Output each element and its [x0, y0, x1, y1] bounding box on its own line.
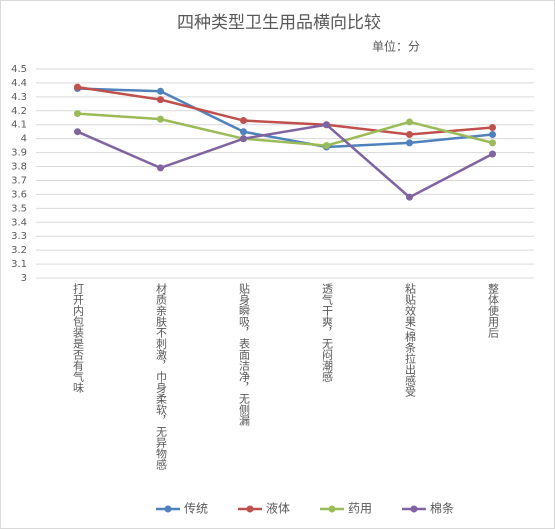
y-tick-label: 3.5	[11, 203, 27, 214]
x-tick-label: 打开内包装是否有气味	[71, 283, 85, 393]
y-tick-label: 3.3	[11, 231, 27, 242]
y-tick-label: 3.1	[11, 259, 27, 270]
y-tick-label: 4.3	[11, 92, 27, 103]
y-tick-label: 3.4	[11, 217, 27, 228]
data-point	[489, 124, 496, 132]
data-point	[323, 121, 330, 129]
data-point	[74, 83, 81, 91]
series-line	[77, 87, 493, 149]
data-point	[406, 193, 413, 201]
y-tick-label: 3	[21, 273, 27, 284]
legend-label: 棉条	[430, 502, 454, 516]
data-point	[157, 164, 164, 172]
x-tick-label: 粘贴效果/棉条拉出感受	[403, 283, 417, 397]
data-point	[157, 96, 164, 104]
y-tick-label: 3.9	[11, 148, 27, 159]
data-point	[406, 139, 413, 147]
y-tick-label: 3.2	[11, 245, 27, 256]
data-point	[74, 128, 81, 136]
chart-title: 四种类型卫生用品横向比较	[177, 13, 381, 33]
data-point	[323, 142, 330, 150]
legend-label: 传统	[184, 501, 208, 516]
legend-label: 液体	[266, 501, 290, 516]
data-point	[489, 130, 496, 138]
x-tick-label: 材质亲肤不刺激，巾身柔软，无异物感	[154, 283, 168, 470]
chart-subtitle: 单位：分	[372, 39, 420, 54]
data-point	[489, 150, 496, 158]
data-point	[489, 139, 496, 147]
data-point	[406, 130, 413, 138]
legend-swatch	[410, 505, 418, 513]
legend-swatch	[164, 505, 172, 513]
y-tick-label: 4.1	[11, 120, 27, 131]
series-line	[77, 112, 493, 147]
data-point	[240, 135, 247, 143]
x-tick-label: 整体使用后	[486, 283, 500, 338]
legend-label: 药用	[348, 502, 372, 516]
data-point	[240, 117, 247, 125]
data-point	[240, 128, 247, 136]
x-tick-label: 贴身瞬吸，表面洁净，无侧漏	[237, 283, 251, 426]
series-line	[76, 123, 494, 199]
series-line	[77, 85, 493, 136]
data-point	[157, 87, 164, 95]
data-point	[406, 118, 413, 126]
y-tick-label: 4.5	[11, 64, 27, 75]
y-tick-label: 3.8	[11, 162, 27, 173]
y-tick-label: 4	[21, 134, 27, 145]
y-tick-label: 4.2	[11, 106, 27, 117]
legend-swatch	[246, 505, 254, 513]
x-tick-label: 透气干爽，无闷潮感	[320, 283, 334, 382]
data-point	[157, 115, 164, 123]
y-tick-label: 3.6	[11, 189, 27, 200]
legend-swatch	[328, 505, 336, 513]
y-tick-label: 4.4	[11, 78, 27, 89]
y-tick-label: 3.7	[11, 175, 27, 186]
data-point	[74, 110, 81, 118]
